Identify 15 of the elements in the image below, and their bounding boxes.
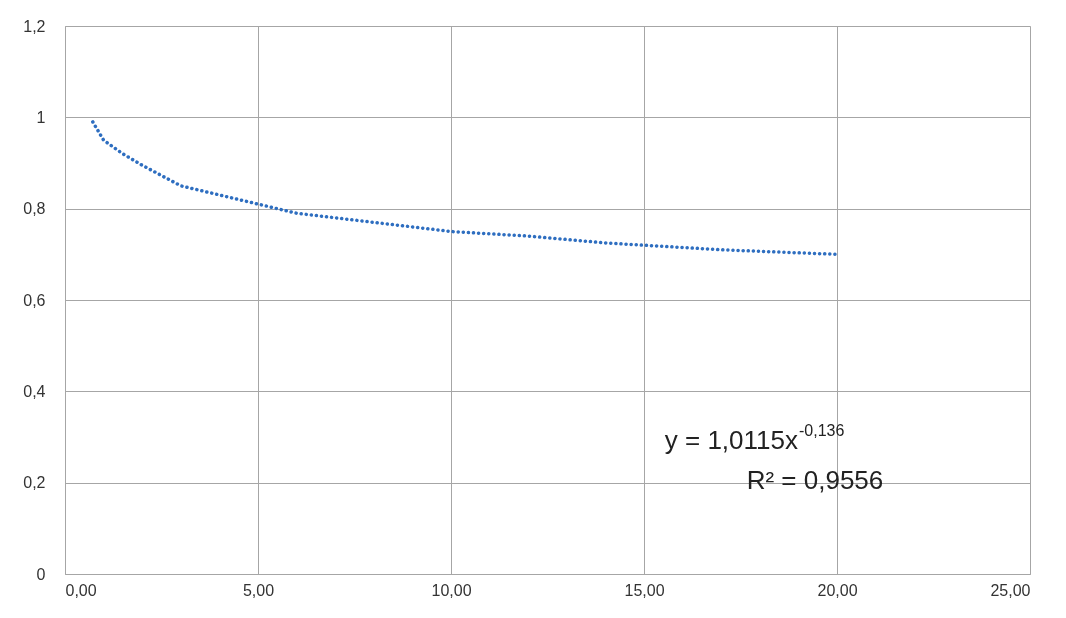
x-tick-label: 10,00 xyxy=(431,581,472,599)
line-series xyxy=(91,120,839,257)
x-tick-label: 0,00 xyxy=(65,581,97,599)
y-tick-label: 0,2 xyxy=(23,474,46,492)
y-tick-label: 0,6 xyxy=(23,291,46,309)
y-tick-label: 0 xyxy=(36,565,46,583)
y-tick-label: 0,8 xyxy=(23,200,46,218)
y-tick-label: 1,2 xyxy=(23,17,46,35)
y-tick-label: 0,4 xyxy=(23,382,46,400)
annotation: R² = 0,9556 xyxy=(746,465,884,495)
x-tick-label: 15,00 xyxy=(624,581,665,599)
x-tick-label: 20,00 xyxy=(817,581,858,599)
y-tick-label: 1 xyxy=(36,108,46,126)
x-tick-label: 25,00 xyxy=(990,581,1031,599)
x-tick-label: 5,00 xyxy=(242,581,275,599)
